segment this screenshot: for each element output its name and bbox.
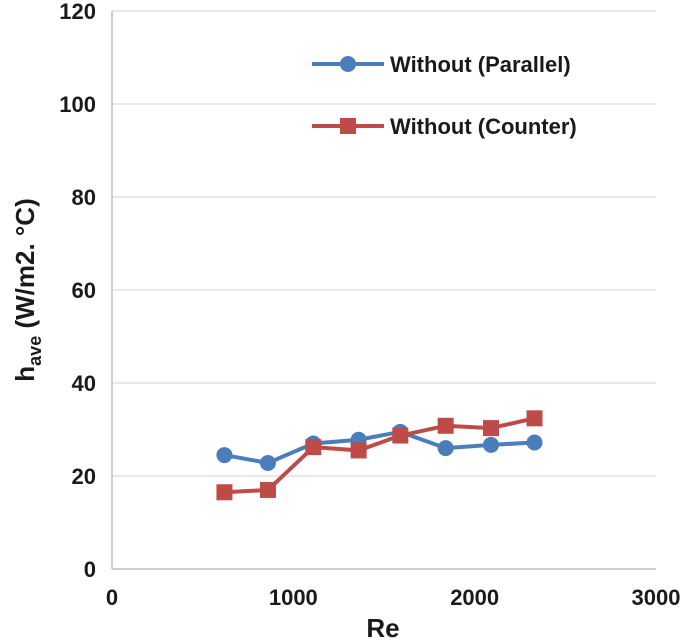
data-point xyxy=(482,436,499,453)
data-point xyxy=(437,440,454,457)
data-point xyxy=(350,442,367,459)
y-tick-label: 80 xyxy=(72,185,96,210)
y-tick-label: 40 xyxy=(72,371,96,396)
data-point xyxy=(216,447,233,464)
data-point xyxy=(259,481,276,498)
legend-label: Without (Counter) xyxy=(390,114,577,139)
y-tick-label: 20 xyxy=(72,464,96,489)
data-point xyxy=(305,439,322,456)
legend-marker xyxy=(340,56,356,72)
data-point xyxy=(437,417,454,434)
data-point xyxy=(259,454,276,471)
y-tick-label: 120 xyxy=(59,0,96,24)
y-axis-title: have (W/m2. °C) xyxy=(10,198,45,381)
data-point xyxy=(216,484,233,501)
x-tick-label: 3000 xyxy=(632,585,681,610)
y-tick-label: 0 xyxy=(84,557,96,582)
x-tick-label: 1000 xyxy=(269,585,318,610)
legend: Without (Parallel) Without (Counter) xyxy=(312,52,577,139)
y-tick-labels: 0 20 40 60 80 100 120 xyxy=(59,0,96,582)
y-tick-label: 100 xyxy=(59,92,96,117)
x-axis-title: Re xyxy=(366,613,399,641)
axes xyxy=(111,11,656,570)
x-tick-label: 2000 xyxy=(450,585,499,610)
y-axis-title-rest: (W/m2. °C) xyxy=(10,198,40,336)
data-point xyxy=(526,410,543,427)
legend-marker xyxy=(340,118,356,134)
y-tick-label: 60 xyxy=(72,278,96,303)
series-group xyxy=(216,410,543,501)
data-point xyxy=(392,427,409,444)
series-counter xyxy=(216,410,543,501)
x-tick-label: 0 xyxy=(106,585,118,610)
y-axis-title-sub: ave xyxy=(25,336,45,366)
x-tick-labels: 0 1000 2000 3000 xyxy=(106,585,681,610)
gridlines xyxy=(112,10,656,477)
data-point xyxy=(482,420,499,437)
legend-label: Without (Parallel) xyxy=(390,52,571,77)
legend-entry: Without (Counter) xyxy=(312,114,577,139)
data-point xyxy=(526,434,543,451)
legend-entry: Without (Parallel) xyxy=(312,52,571,77)
y-axis-title-main: h xyxy=(10,366,40,382)
